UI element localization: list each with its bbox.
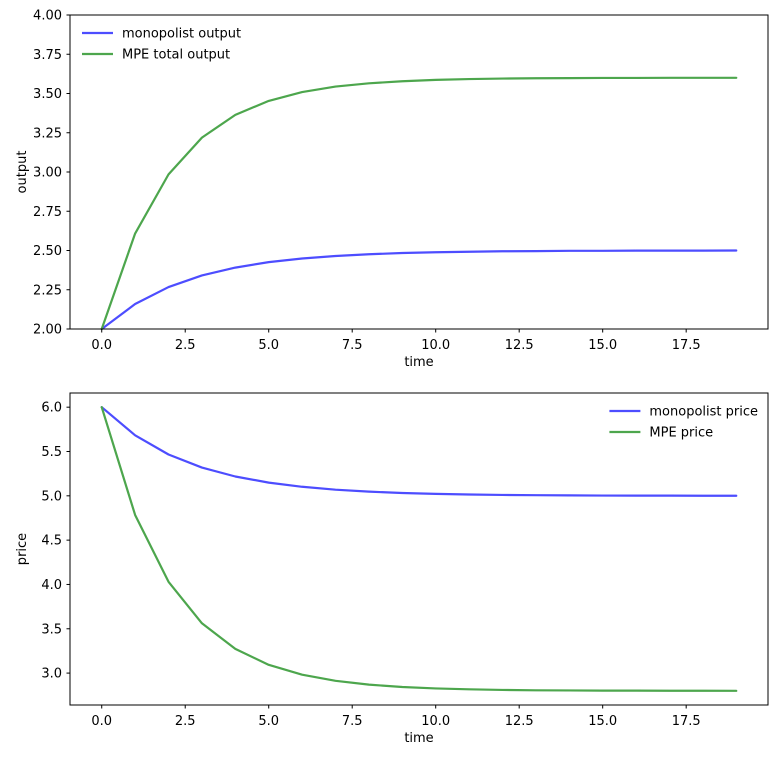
- x-tick-label: 17.5: [672, 714, 701, 729]
- y-tick-label: 4.5: [41, 534, 62, 549]
- y-tick-label: 2.50: [33, 244, 62, 259]
- mpe-total-output-line: [100, 76, 738, 331]
- x-tick-label: 10.0: [421, 338, 450, 353]
- x-tick-label: 5.0: [258, 714, 279, 729]
- y-tick-label: 5.0: [41, 489, 62, 504]
- legend-label-mpe-total-output: MPE total output: [122, 48, 230, 63]
- x-tick-label: 0.0: [91, 338, 112, 353]
- x-tick-label: 0.0: [91, 714, 112, 729]
- legend: monopolist price MPE price: [609, 405, 758, 441]
- price-chart: 0.0 2.5 5.0 7.5 10.0 12.5 15.0 17.5 3.0 3.5 4.0 4.5…: [0, 381, 777, 761]
- x-tick-label: 15.0: [588, 714, 617, 729]
- x-tick-label: 7.5: [342, 714, 363, 729]
- y-tick-label: 4.0: [41, 578, 62, 593]
- y-tick-label: 3.0: [41, 667, 62, 682]
- y-tick-label: 5.5: [41, 445, 62, 460]
- output-chart: 0.0 2.5 5.0 7.5 10.0 12.5 15.0 17.5 2.00 2.25 2.50…: [15, 9, 769, 370]
- x-tick-label: 2.5: [175, 714, 196, 729]
- y-tick-label: 3.75: [33, 48, 62, 63]
- y-tick-label: 6.0: [41, 401, 62, 416]
- legend: monopolist output MPE total output: [82, 27, 241, 63]
- y-tick-label: 3.25: [33, 126, 62, 141]
- y-axis-label: output: [15, 151, 30, 194]
- y-tick-label: 2.75: [33, 205, 62, 220]
- y-tick-label: 2.00: [33, 323, 62, 338]
- legend-label-mpe-price: MPE price: [649, 426, 713, 441]
- y-tick-label: 3.5: [41, 622, 62, 637]
- output-chart-svg: 0.0 2.5 5.0 7.5 10.0 12.5 15.0 17.5 2.00 2.25 2.50…: [15, 9, 769, 370]
- mpe-price-line: [100, 406, 738, 692]
- x-tick-label: 12.5: [505, 714, 534, 729]
- legend-label-monopolist-output: monopolist output: [122, 27, 241, 42]
- y-tick-label: 3.00: [33, 166, 62, 181]
- x-tick-label: 2.5: [175, 338, 196, 353]
- x-tick-label: 12.5: [505, 338, 534, 353]
- y-tick-label: 2.25: [33, 283, 62, 298]
- x-axis-label: time: [404, 731, 433, 746]
- x-tick-label: 15.0: [588, 338, 617, 353]
- price-chart-svg: 0.0 2.5 5.0 7.5 10.0 12.5 15.0 17.5 3.0 3.5 4.0 4.5…: [15, 392, 769, 746]
- x-axis-label: time: [404, 355, 433, 370]
- x-tick-label: 7.5: [342, 338, 363, 353]
- x-tick-label: 10.0: [421, 714, 450, 729]
- monopolist-output-line: [100, 249, 738, 331]
- y-tick-label: 4.00: [33, 9, 62, 24]
- y-axis-label: price: [15, 533, 30, 565]
- x-tick-label: 5.0: [258, 338, 279, 353]
- legend-label-monopolist-price: monopolist price: [649, 405, 758, 420]
- axes-frame: [69, 392, 769, 706]
- monopolist-price-line: [100, 406, 738, 497]
- x-tick-label: 17.5: [672, 338, 701, 353]
- y-tick-label: 3.50: [33, 87, 62, 102]
